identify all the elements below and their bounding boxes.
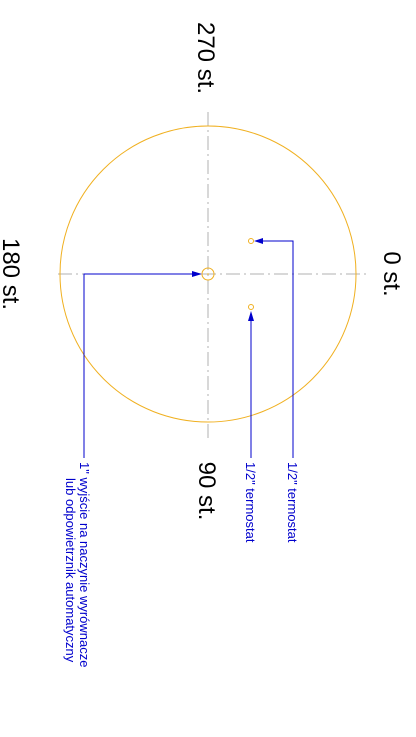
angle-label-0: 0 st. bbox=[378, 251, 405, 296]
tank-outline-circle bbox=[59, 125, 357, 423]
thermostat-port-bottom bbox=[248, 304, 254, 310]
callout-outlet-line1: 1" wyjście na naczynie wyrównacze bbox=[77, 462, 92, 667]
central-outlet-port-dot bbox=[207, 273, 209, 275]
arrowhead-outlet bbox=[192, 271, 202, 277]
leader-thermostat-top bbox=[256, 240, 294, 458]
arrowhead-thermostat-bottom bbox=[248, 311, 254, 321]
callout-outlet-line2: lub odpowietrznik automatyczny bbox=[63, 478, 78, 663]
angle-label-270: 270 st. bbox=[192, 22, 219, 94]
leader-outlet bbox=[83, 273, 199, 458]
thermostat-port-top bbox=[248, 238, 254, 244]
callout-thermostat-top: 1/2" termostat bbox=[285, 462, 300, 543]
arrowhead-thermostat-top bbox=[254, 238, 263, 244]
angle-label-90: 90 st. bbox=[193, 462, 220, 521]
angle-label-180: 180 st. bbox=[0, 238, 24, 310]
callout-thermostat-bottom: 1/2" termostat bbox=[243, 462, 258, 543]
